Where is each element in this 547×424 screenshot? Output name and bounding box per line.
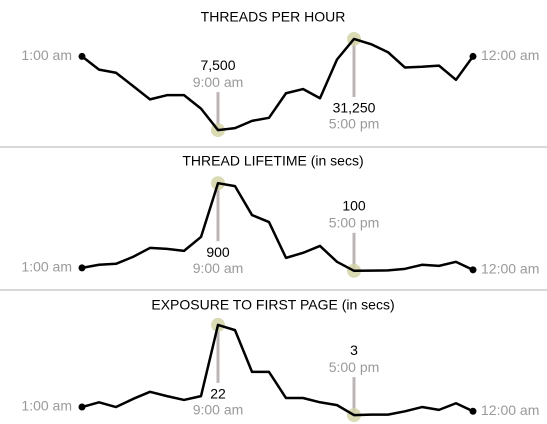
- end-point: [78, 264, 86, 272]
- start-label: 1:00 am: [21, 47, 72, 63]
- end-label: 12:00 am: [481, 47, 539, 63]
- annotation-value: 900: [206, 244, 230, 260]
- end-point: [78, 403, 86, 411]
- panel-title: THREAD LIFETIME (in secs): [182, 153, 363, 169]
- end-label: 12:00 am: [481, 261, 539, 277]
- annotation-value: 7,500: [200, 57, 235, 73]
- annotation-time: 5:00 pm: [329, 215, 380, 231]
- end-label: 12:00 am: [481, 402, 539, 418]
- annotation-value: 3: [350, 342, 358, 358]
- annotation-time: 9:00 am: [193, 260, 244, 276]
- annotation-value: 22: [210, 386, 226, 402]
- end-point: [78, 52, 86, 60]
- annotation-time: 5:00 pm: [329, 116, 380, 132]
- annotation-time: 5:00 pm: [329, 359, 380, 375]
- annotation-time: 9:00 am: [193, 402, 244, 418]
- annotation-value: 100: [342, 198, 366, 214]
- end-point: [469, 407, 477, 415]
- end-point: [469, 52, 477, 60]
- annotation-value: 31,250: [333, 100, 376, 116]
- start-label: 1:00 am: [21, 259, 72, 275]
- annotation-time: 9:00 am: [193, 74, 244, 90]
- start-label: 1:00 am: [21, 398, 72, 414]
- data-line: [81, 181, 474, 273]
- data-line: [81, 37, 475, 132]
- end-point: [469, 266, 477, 274]
- data-line: [81, 323, 474, 417]
- panel-title: THREADS PER HOUR: [201, 9, 346, 25]
- panel-title: EXPOSURE TO FIRST PAGE (in secs): [151, 297, 394, 313]
